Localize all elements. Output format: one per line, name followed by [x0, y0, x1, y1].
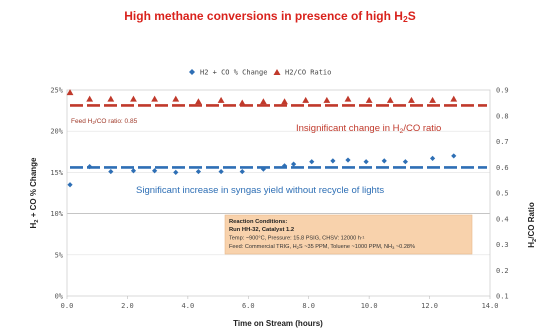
conditions-feed: Feed: Commercial TRIG, H2S ~35 PPM, Tolu… [229, 244, 415, 250]
series-syngas [67, 153, 456, 187]
x-tick-label: 14.0 [482, 302, 499, 310]
y-right-tick-label: 0.6 [496, 164, 509, 172]
feed-ratio-annotation: Feed H2/CO ratio: 0.85 [71, 118, 138, 125]
syngas-point [345, 157, 350, 162]
y-right-axis-ticks: 0.1 0.2 0.3 0.4 0.5 0.6 0.7 0.8 0.9 [496, 87, 509, 301]
x-tick-label: 8.0 [302, 302, 315, 310]
syngas-point [108, 169, 113, 174]
x-tick-label: 10.0 [361, 302, 378, 310]
conditions-title: Reaction Conditions: [229, 219, 287, 225]
y-left-axis-ticks: 0% 5% 10% 15% 20% 25% [50, 87, 63, 301]
y-right-axis-label: H2/CO Ratio [527, 202, 538, 248]
syngas-point [218, 169, 223, 174]
syngas-point [240, 169, 245, 174]
reaction-conditions-box: Reaction Conditions: Run HH-32, Catalyst… [225, 215, 472, 254]
ratio-point [387, 97, 394, 103]
y-right-tick-label: 0.9 [496, 87, 509, 95]
y-left-tick-label: 10% [50, 210, 63, 218]
y-right-tick-label: 0.2 [496, 267, 509, 275]
syngas-point [330, 158, 335, 163]
syngas-point [364, 159, 369, 164]
y-right-tick-label: 0.5 [496, 190, 509, 198]
y-left-tick-label: 15% [50, 169, 63, 177]
ratio-point [260, 98, 267, 104]
ratio-point [429, 97, 436, 103]
x-tick-label: 6.0 [242, 302, 255, 310]
x-axis-label: Time on Stream (hours) [233, 319, 323, 328]
ratio-point [130, 96, 137, 102]
ratio-point [172, 96, 179, 102]
ratio-point [323, 97, 330, 103]
y-left-tick-label: 20% [50, 128, 63, 136]
ratio-point [408, 97, 415, 103]
x-tick-label: 12.0 [421, 302, 438, 310]
conditions-run: Run HH-32, Catalyst 1.2 [229, 227, 294, 233]
y-left-tick-label: 0% [55, 293, 64, 301]
legend-marker-ratio [274, 69, 281, 75]
ratio-point [366, 97, 373, 103]
legend-marker-syngas [189, 69, 195, 75]
conditions-params: Temp: ~900°C, Pressure: 15.8 PSIG, CHSV:… [229, 234, 365, 241]
syngas-point [309, 159, 314, 164]
y-right-tick-label: 0.7 [496, 138, 509, 146]
syngas-point [291, 162, 296, 167]
legend-label-syngas: H2 + CO % Change [200, 69, 267, 77]
syngas-point [196, 169, 201, 174]
ratio-point [239, 99, 246, 105]
y-right-tick-label: 0.3 [496, 241, 509, 249]
ratio-change-annotation: Insignificant change in H2/CO ratio [296, 123, 441, 135]
syngas-point [451, 153, 456, 158]
y-right-tick-label: 0.8 [496, 112, 509, 120]
ratio-point [345, 96, 352, 102]
ratio-point [86, 96, 93, 102]
ratio-point [107, 96, 114, 102]
series-ratio [67, 89, 458, 105]
ratio-point [281, 98, 288, 104]
chart-title: High methane conversions in presence of … [124, 9, 416, 24]
syngas-point [173, 170, 178, 175]
y-left-tick-label: 25% [50, 87, 63, 95]
ratio-point [302, 97, 309, 103]
syngas-point [403, 159, 408, 164]
y-left-tick-label: 5% [55, 251, 64, 259]
y-left-axis-label: H2 + CO % Change [29, 157, 40, 229]
ratio-point [195, 98, 202, 104]
y-right-tick-label: 0.4 [496, 215, 509, 223]
syngas-point [382, 158, 387, 163]
ratio-point [218, 97, 225, 103]
legend-label-ratio: H2/CO Ratio [285, 69, 331, 77]
syngas-point [67, 182, 72, 187]
ratio-point [450, 96, 457, 102]
y-right-tick-label: 0.1 [496, 293, 509, 301]
ratio-point [151, 96, 158, 102]
legend: H2 + CO % Change H2/CO Ratio [189, 69, 331, 77]
x-tick-label: 2.0 [121, 302, 134, 310]
x-tick-label: 0.0 [61, 302, 74, 310]
x-axis-ticks: 0.0 2.0 4.0 6.0 8.0 10.0 12.0 14.0 [61, 296, 499, 310]
syngas-point [430, 156, 435, 161]
x-tick-label: 4.0 [182, 302, 195, 310]
syngas-yield-annotation: Significant increase in syngas yield wit… [136, 185, 384, 196]
